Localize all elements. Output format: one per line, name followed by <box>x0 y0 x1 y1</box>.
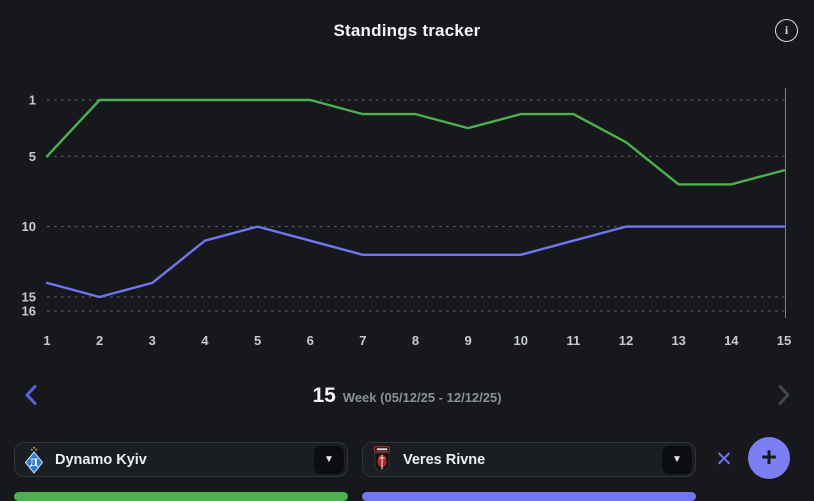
page-title: Standings tracker <box>333 21 481 40</box>
info-icon: i <box>784 23 789 37</box>
team-name: Dynamo Kyiv <box>55 451 147 468</box>
svg-text:4: 4 <box>201 333 209 348</box>
team-name: Veres Rivne <box>403 451 486 468</box>
add-team-button[interactable]: + <box>748 437 790 479</box>
svg-text:10: 10 <box>514 333 528 348</box>
next-week-button[interactable] <box>762 374 806 418</box>
svg-text:10: 10 <box>22 219 36 234</box>
chevron-down-icon: ▼ <box>662 445 692 474</box>
svg-text:15: 15 <box>22 289 36 304</box>
svg-text:8: 8 <box>412 333 419 348</box>
remove-comparison-button[interactable]: ✕ <box>709 442 739 477</box>
svg-text:6: 6 <box>307 333 314 348</box>
chevron-right-icon <box>777 384 792 409</box>
svg-text:13: 13 <box>671 333 685 348</box>
svg-text:3: 3 <box>149 333 156 348</box>
svg-text:16: 16 <box>22 304 36 319</box>
close-icon: ✕ <box>715 448 733 471</box>
team-selectors: Д Dynamo Kyiv ▼ Veres Rivne ▼ ✕ + <box>14 437 790 479</box>
chevron-left-icon <box>23 384 38 409</box>
svg-text:2: 2 <box>96 333 103 348</box>
team1-color-bar <box>14 492 348 501</box>
week-range-label: Week (05/12/25 - 12/12/25) <box>342 390 502 405</box>
svg-text:7: 7 <box>359 333 366 348</box>
week-number: 15 <box>312 384 336 407</box>
svg-text:15: 15 <box>777 333 791 348</box>
week-navigation: 15 Week (05/12/25 - 12/12/25) <box>0 372 814 420</box>
week-display: 15 Week (05/12/25 - 12/12/25) <box>0 384 814 408</box>
svg-text:Д: Д <box>30 458 39 469</box>
info-button[interactable]: i <box>775 19 798 42</box>
chevron-down-icon: ▼ <box>314 445 344 474</box>
veres-rivne-logo <box>371 446 393 473</box>
team-select-veres-rivne[interactable]: Veres Rivne ▼ <box>362 442 696 477</box>
dynamo-kyiv-logo: Д <box>23 446 45 474</box>
svg-text:12: 12 <box>619 333 633 348</box>
svg-text:1: 1 <box>43 333 50 348</box>
prev-week-button[interactable] <box>8 374 52 418</box>
svg-text:9: 9 <box>465 333 472 348</box>
svg-text:1: 1 <box>29 93 36 108</box>
svg-text:5: 5 <box>29 149 36 164</box>
svg-text:5: 5 <box>254 333 261 348</box>
svg-text:14: 14 <box>724 333 739 348</box>
team2-color-bar <box>362 492 696 501</box>
plus-icon: + <box>761 441 777 472</box>
svg-text:11: 11 <box>567 333 581 348</box>
team-select-dynamo-kyiv[interactable]: Д Dynamo Kyiv ▼ <box>14 442 348 477</box>
